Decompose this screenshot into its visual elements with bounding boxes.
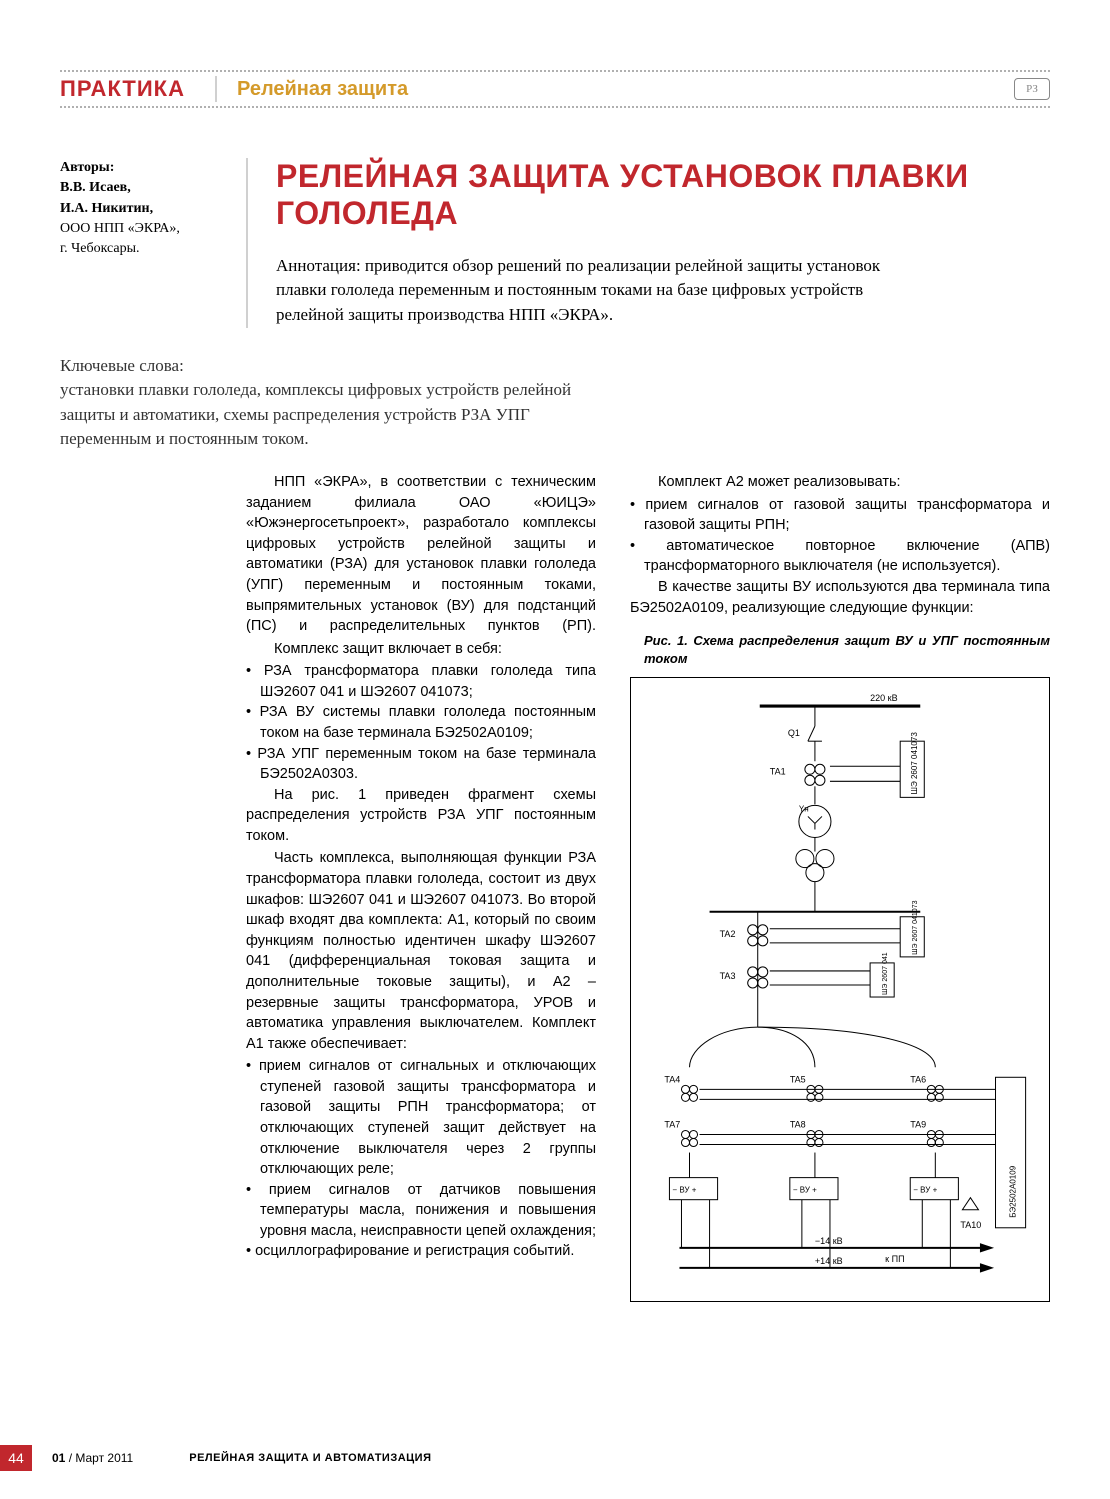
author-affiliation: ООО НПП «ЭКРА», bbox=[60, 221, 180, 236]
list-item: осциллографирование и регистрация событи… bbox=[246, 1241, 596, 1262]
para: НПП «ЭКРА», в соответствии с техническим… bbox=[246, 472, 596, 637]
para: Комплекс защит включает в себя: bbox=[246, 639, 596, 660]
bullet-list: прием сигналов от газовой защиты трансфо… bbox=[630, 495, 1050, 577]
page-number: 44 bbox=[0, 1445, 32, 1471]
column-right: Комплект А2 может реализовывать: прием с… bbox=[630, 472, 1050, 1301]
column-left: НПП «ЭКРА», в соответствии с техническим… bbox=[60, 472, 596, 1301]
label-ta5: TA5 bbox=[790, 1074, 806, 1084]
list-item: прием сигналов от сигнальных и отключающ… bbox=[246, 1056, 596, 1179]
journal-logo-icon: РЗ bbox=[1014, 78, 1050, 100]
author-city: г. Чебоксары. bbox=[60, 241, 140, 256]
label-cab1: ШЭ 2607 041073 bbox=[910, 731, 919, 794]
label-vneg: −14 кВ bbox=[815, 1235, 843, 1245]
label-cab2: ШЭ 2607 041073 bbox=[912, 900, 919, 954]
rule-bottom-dots bbox=[60, 106, 1050, 108]
vertical-rule bbox=[215, 76, 217, 102]
figure-caption: Рис. 1. Схема распределения защит ВУ и У… bbox=[644, 632, 1050, 668]
hero-block: Авторы: В.В. Исаев, И.А. Никитин, ООО НП… bbox=[60, 158, 1050, 328]
list-item: РЗА трансформатора плавки гололеда типа … bbox=[246, 661, 596, 702]
label-ta1: TA1 bbox=[770, 766, 786, 776]
header: ПРАКТИКА Релейная защита РЗ bbox=[60, 76, 1050, 102]
footer: 44 01 / Март 2011 РЕЛЕЙНАЯ ЗАЩИТА И АВТО… bbox=[0, 1445, 1110, 1471]
label-ta7: TA7 bbox=[664, 1119, 680, 1129]
list-item: РЗА УПГ переменным током на базе термина… bbox=[246, 744, 596, 785]
schematic-diagram: 220 кВ Q1 TA1 bbox=[630, 677, 1050, 1302]
para: На рис. 1 приведен фрагмент схемы распре… bbox=[246, 785, 596, 847]
list-item: РЗА ВУ системы плавки гололеда постоянны… bbox=[246, 702, 596, 743]
para: Часть комплекса, выполняющая функции РЗА… bbox=[246, 848, 596, 1054]
label-ta3: TA3 bbox=[720, 970, 736, 980]
section-label: ПРАКТИКА bbox=[60, 76, 215, 102]
author-2: И.А. Никитин, bbox=[60, 201, 153, 216]
bullet-list: прием сигналов от сигнальных и отключающ… bbox=[246, 1056, 596, 1262]
author-1: В.В. Исаев, bbox=[60, 180, 131, 195]
keywords-block: Ключевые слова: установки плавки гололед… bbox=[60, 354, 620, 453]
svg-text:Yн: Yн bbox=[799, 804, 809, 813]
label-cab3: ШЭ 2607 041 bbox=[882, 952, 889, 995]
label-ta4: TA4 bbox=[664, 1074, 680, 1084]
keywords-label: Ключевые слова: bbox=[60, 354, 620, 379]
authors-label: Авторы: bbox=[60, 160, 114, 175]
svg-text:− ВУ +: − ВУ + bbox=[672, 1185, 696, 1194]
para: Комплект А2 может реализовывать: bbox=[630, 472, 1050, 493]
page: ПРАКТИКА Релейная защита РЗ Авторы: В.В.… bbox=[0, 0, 1110, 1499]
label-to-pp: к ПП bbox=[885, 1253, 904, 1263]
rule-top-dots bbox=[60, 70, 1050, 72]
label-ta2: TA2 bbox=[720, 928, 736, 938]
keywords-text: установки плавки гололеда, комплексы циф… bbox=[60, 380, 571, 448]
label-220kv: 220 кВ bbox=[870, 693, 898, 703]
body-columns: НПП «ЭКРА», в соответствии с техническим… bbox=[60, 472, 1050, 1301]
para: В качестве защиты ВУ используются два те… bbox=[630, 577, 1050, 618]
label-ta8: TA8 bbox=[790, 1119, 806, 1129]
subsection-label: Релейная защита bbox=[237, 78, 1014, 101]
diagram-svg: 220 кВ Q1 TA1 bbox=[639, 686, 1041, 1293]
hero-vertical-rule bbox=[246, 158, 248, 328]
label-term: БЭ2502А0109 bbox=[1009, 1165, 1018, 1217]
label-ta10: TA10 bbox=[960, 1219, 981, 1229]
bullet-list: РЗА трансформатора плавки гололеда типа … bbox=[246, 661, 596, 784]
label-q1: Q1 bbox=[788, 728, 800, 738]
list-item: автоматическое повторное включение (АПВ)… bbox=[630, 536, 1050, 577]
authors-block: Авторы: В.В. Исаев, И.А. Никитин, ООО НП… bbox=[60, 158, 218, 328]
hero-right: РЕЛЕЙНАЯ ЗАЩИТА УСТАНОВОК ПЛАВКИ ГОЛОЛЕД… bbox=[276, 158, 1050, 328]
journal-name: РЕЛЕЙНАЯ ЗАЩИТА И АВТОМАТИЗАЦИЯ bbox=[189, 1452, 431, 1464]
annotation: Аннотация: приводится обзор решений по р… bbox=[276, 254, 896, 328]
label-ta6: TA6 bbox=[910, 1074, 926, 1084]
list-item: прием сигналов от газовой защиты трансфо… bbox=[630, 495, 1050, 536]
article-title: РЕЛЕЙНАЯ ЗАЩИТА УСТАНОВОК ПЛАВКИ ГОЛОЛЕД… bbox=[276, 158, 1050, 232]
label-vpos: +14 кВ bbox=[815, 1255, 843, 1265]
svg-text:− ВУ +: − ВУ + bbox=[913, 1185, 937, 1194]
issue-info: 01 / Март 2011 bbox=[52, 1451, 133, 1465]
label-ta9: TA9 bbox=[910, 1119, 926, 1129]
list-item: прием сигналов от датчиков повышения тем… bbox=[246, 1180, 596, 1242]
svg-text:− ВУ +: − ВУ + bbox=[793, 1185, 817, 1194]
